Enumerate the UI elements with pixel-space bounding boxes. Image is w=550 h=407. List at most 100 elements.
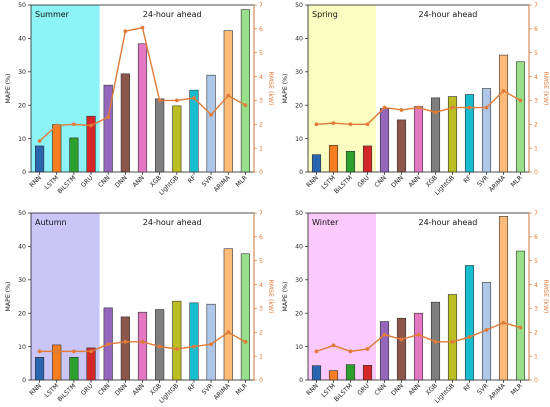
rmse-point (331, 121, 336, 125)
rmse-point (54, 123, 59, 128)
y-tick-label: 10 (295, 344, 303, 351)
bar-xgb (155, 98, 165, 173)
y-right-tick-label: 1 (534, 353, 538, 360)
x-tick-label: CNN (97, 382, 112, 397)
bar-dnn (120, 73, 130, 173)
y-axis-label: MAPE (%) (5, 282, 12, 312)
bar-bilstm (69, 356, 79, 381)
rmse-point (123, 29, 128, 34)
x-tick-label: RF (462, 382, 473, 393)
y-tick-label: 20 (18, 310, 26, 317)
y-right-tick-label: 2 (534, 121, 538, 128)
x-tick-label: XGB (425, 174, 439, 188)
y-right-tick-label: 4 (259, 74, 263, 81)
rmse-point (89, 123, 93, 128)
bar-rnn (34, 145, 45, 173)
x-tick-label: RNN (28, 382, 43, 397)
x-tick-label: DNN (390, 174, 405, 189)
y-right-axis-label: RMSE (kW) (267, 280, 274, 314)
y-right-tick-label: 5 (534, 50, 538, 57)
bar-lightgb (447, 294, 458, 381)
bar-dnn (396, 119, 407, 173)
rmse-point (433, 110, 438, 115)
y-right-tick-label: 1 (259, 145, 263, 152)
bar-cnn (103, 84, 113, 173)
y-tick-label: 20 (295, 102, 303, 109)
bar-lstm (328, 144, 339, 173)
bar-arima (498, 54, 509, 173)
rmse-point (37, 139, 42, 143)
rmse-point (382, 332, 387, 337)
bar-arima (223, 30, 233, 173)
season-label: Spring (312, 10, 338, 19)
bar-ann (413, 106, 424, 173)
rmse-point (399, 337, 404, 342)
y-right-tick-label: 6 (259, 234, 263, 241)
y-tick-label: 0 (22, 169, 26, 176)
rmse-point (467, 335, 472, 339)
x-tick-label: DNN (390, 382, 405, 397)
y-tick-label: 30 (295, 277, 303, 284)
x-tick-label: GRU (80, 382, 95, 397)
shaded-region (308, 213, 376, 380)
rmse-point (71, 122, 76, 127)
y-tick-label: 50 (18, 2, 26, 9)
y-right-tick-label: 1 (534, 145, 538, 152)
rmse-point (416, 105, 421, 110)
bar-mlr (240, 9, 251, 173)
x-tick-label: RNN (305, 174, 320, 189)
bar-dnn (120, 316, 130, 381)
x-tick-label: MLR (510, 174, 525, 189)
y-right-tick-label: 0 (259, 169, 263, 176)
y-tick-label: 20 (295, 310, 303, 317)
y-right-tick-label: 4 (259, 282, 263, 289)
rmse-point (89, 349, 93, 354)
rmse-point (501, 320, 506, 325)
x-tick-label: SVR (476, 174, 490, 188)
bar-rnn (34, 356, 45, 381)
bar-ann (137, 311, 148, 381)
x-tick-label: BiLSTM (333, 174, 354, 195)
x-tick-label: BiLSTM (56, 382, 77, 403)
x-tick-label: RF (187, 174, 198, 185)
rmse-point (140, 339, 145, 344)
rmse-point (243, 103, 248, 108)
x-tick-label: CNN (97, 174, 112, 189)
bar-cnn (379, 108, 390, 173)
rmse-point (399, 108, 404, 112)
rmse-point (382, 105, 387, 110)
rmse-point (450, 339, 455, 344)
rmse-point (192, 96, 196, 100)
rmse-point (157, 98, 162, 103)
y-tick-label: 40 (18, 244, 26, 251)
horizon-label: 24-hour ahead (419, 218, 478, 227)
rmse-point (140, 25, 145, 30)
rmse-point (501, 88, 506, 93)
bar-lightgb (172, 105, 182, 173)
y-right-tick-label: 5 (534, 258, 538, 265)
y-tick-label: 10 (18, 136, 26, 143)
y-right-axis-label: RMSE (kW) (542, 72, 549, 106)
rmse-point (365, 122, 370, 127)
rmse-point (314, 349, 319, 354)
bar-rnn (311, 154, 322, 173)
x-tick-label: ARIMA (213, 174, 233, 194)
rmse-point (314, 122, 319, 127)
season-label: Winter (312, 218, 339, 227)
rmse-point (416, 332, 421, 337)
y-right-axis-label: RMSE (kW) (542, 280, 549, 314)
bar-bilstm (345, 150, 356, 173)
x-tick-label: RNN (305, 382, 320, 397)
y-right-tick-label: 3 (534, 98, 538, 105)
bar-arima (498, 216, 509, 381)
bar-cnn (379, 321, 390, 381)
y-tick-label: 50 (18, 210, 26, 217)
rmse-point (174, 98, 179, 103)
rmse-point (226, 330, 231, 335)
rmse-point (192, 344, 196, 349)
y-right-tick-label: 5 (259, 50, 263, 57)
x-tick-label: XGB (425, 382, 439, 396)
bar-gru (362, 145, 373, 173)
